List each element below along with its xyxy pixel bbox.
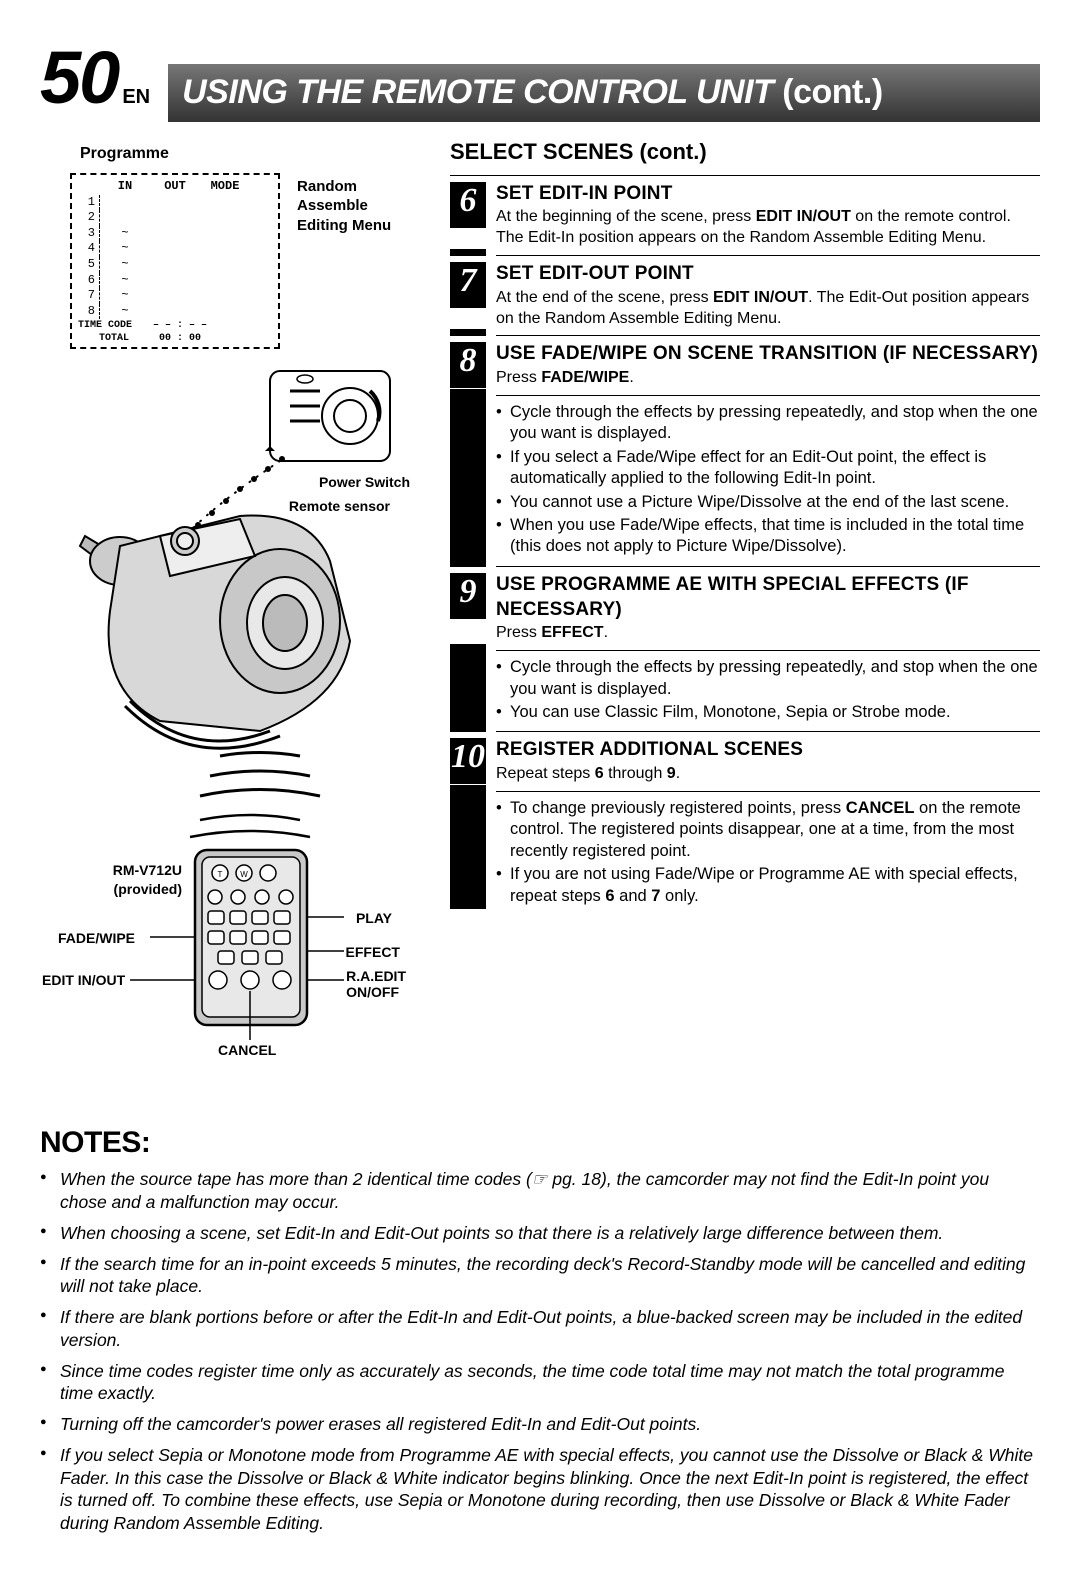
menu-row: 7~	[78, 288, 272, 304]
left-column: Programme IN OUT MODE 123~4~5~6~7~8~ TIM…	[40, 138, 430, 1105]
svg-text:T: T	[218, 870, 223, 879]
on-off-text: ON/OFF	[346, 984, 399, 1000]
step-title: USE FADE/WIPE ON SCENE TRANSITION (IF NE…	[496, 342, 1040, 367]
menu-caption: Random Assemble Editing Menu	[297, 177, 417, 236]
header: 50 EN USING THE REMOTE CONTROL UNIT (con…	[40, 30, 1040, 126]
step-row: 9USE PROGRAMME AE WITH SPECIAL EFFECTS (…	[450, 573, 1040, 644]
play-label: PLAY	[356, 909, 392, 927]
step-row: 10 REGISTER ADDITIONAL SCENESRepeat steps…	[450, 738, 1040, 784]
step-title: SET EDIT-OUT POINT	[496, 262, 1040, 287]
menu-dashes: – – : – –	[150, 319, 210, 332]
provided-text: (provided)	[114, 881, 182, 897]
step-bullet: If you are not using Fade/Wipe or Progra…	[496, 864, 1040, 907]
menu-row: 3~	[78, 226, 272, 242]
remote-sensor-label: Remote sensor	[289, 497, 390, 515]
cancel-label: CANCEL	[218, 1041, 276, 1059]
step-row: 6 SET EDIT-IN POINTAt the beginning of th…	[450, 182, 1040, 249]
header-title: USING THE REMOTE CONTROL UNIT	[182, 73, 773, 111]
step-body: At the beginning of the scene, press EDI…	[496, 207, 1040, 249]
menu-header-out: OUT	[150, 179, 200, 195]
menu-timecode-label: TIME CODE	[78, 319, 150, 332]
note-item: Since time codes register time only as a…	[40, 1360, 1040, 1406]
section-title: SELECT SCENES (cont.)	[450, 138, 1040, 167]
step-sub: Press EFFECT.	[496, 623, 1040, 644]
step-number: 9	[450, 573, 486, 619]
svg-text:W: W	[240, 870, 248, 879]
editing-menu-box: IN OUT MODE 123~4~5~6~7~8~ TIME CODE – –…	[70, 173, 280, 349]
remote-illustration: T W RM-V712U (provided) PLAY FADE/WIPE E…	[100, 805, 400, 1105]
menu-row: 8~	[78, 304, 272, 320]
menu-total-label: TOTAL	[78, 332, 150, 345]
step-sub: Press FADE/WIPE.	[496, 368, 1040, 389]
note-item: Turning off the camcorder's power erases…	[40, 1413, 1040, 1436]
step-bullet: To change previously registered points, …	[496, 798, 1040, 862]
step-bullet: When you use Fade/Wipe effects, that tim…	[496, 515, 1040, 558]
step-bullet: If you select a Fade/Wipe effect for an …	[496, 447, 1040, 490]
step-bullet: Cycle through the effects by pressing re…	[496, 657, 1040, 700]
step-bullet: You cannot use a Picture Wipe/Dissolve a…	[496, 492, 1040, 513]
menu-row: 1	[78, 195, 272, 211]
ra-edit-text: R.A.EDIT	[346, 968, 406, 984]
title-bar: USING THE REMOTE CONTROL UNIT (cont.)	[168, 64, 1040, 122]
page-lang: EN	[122, 84, 150, 110]
step-bullet-list: Cycle through the effects by pressing re…	[496, 402, 1040, 558]
step-sub: Repeat steps 6 through 9.	[496, 764, 1040, 785]
remote-model-label: RM-V712U (provided)	[72, 861, 182, 897]
header-cont: (cont.)	[782, 73, 882, 111]
fade-wipe-label: FADE/WIPE	[58, 929, 135, 947]
camcorder-illustration: Power Switch Remote sensor	[70, 361, 410, 801]
power-switch-label: Power Switch	[319, 473, 410, 491]
menu-header-in: IN	[100, 179, 150, 195]
notes-title: NOTES:	[40, 1123, 1040, 1162]
menu-row: 4~	[78, 241, 272, 257]
note-item: When the source tape has more than 2 ide…	[40, 1168, 1040, 1214]
step-bullet-list: To change previously registered points, …	[496, 798, 1040, 907]
step-title: REGISTER ADDITIONAL SCENES	[496, 738, 1040, 763]
effect-label: EFFECT	[346, 943, 400, 961]
menu-row: 2	[78, 210, 272, 226]
step-title: USE PROGRAMME AE WITH SPECIAL EFFECTS (I…	[496, 573, 1040, 622]
notes-list: When the source tape has more than 2 ide…	[40, 1168, 1040, 1535]
step-bullet: Cycle through the effects by pressing re…	[496, 402, 1040, 445]
step-bullet-list: Cycle through the effects by pressing re…	[496, 657, 1040, 723]
ra-edit-label: R.A.EDIT ON/OFF	[346, 969, 406, 1000]
step-row: 8 USE FADE/WIPE ON SCENE TRANSITION (IF N…	[450, 342, 1040, 388]
edit-in-out-label: EDIT IN/OUT	[42, 971, 125, 989]
note-item: If you select Sepia or Monotone mode fro…	[40, 1444, 1040, 1535]
step-number: 8	[450, 342, 486, 388]
menu-row: 5~	[78, 257, 272, 273]
step-body: At the end of the scene, press EDIT IN/O…	[496, 288, 1040, 330]
step-row: 7 SET EDIT-OUT POINTAt the end of the sce…	[450, 262, 1040, 329]
step-title: SET EDIT-IN POINT	[496, 182, 1040, 207]
note-item: When choosing a scene, set Edit-In and E…	[40, 1222, 1040, 1245]
step-number: 6	[450, 182, 486, 228]
note-item: If the search time for an in-point excee…	[40, 1253, 1040, 1299]
page-number: 50	[40, 30, 118, 126]
step-number: 7	[450, 262, 486, 308]
menu-zero: 00 : 00	[150, 332, 210, 345]
right-column: SELECT SCENES (cont.) 6 SET EDIT-IN POINT…	[450, 138, 1040, 1105]
step-number: 10	[450, 738, 486, 784]
step-bullet: You can use Classic Film, Monotone, Sepi…	[496, 702, 1040, 723]
note-item: If there are blank portions before or af…	[40, 1306, 1040, 1352]
model-text: RM-V712U	[113, 862, 182, 878]
menu-row: 6~	[78, 273, 272, 289]
programme-label: Programme	[80, 144, 430, 165]
menu-header-mode: MODE	[200, 179, 250, 195]
